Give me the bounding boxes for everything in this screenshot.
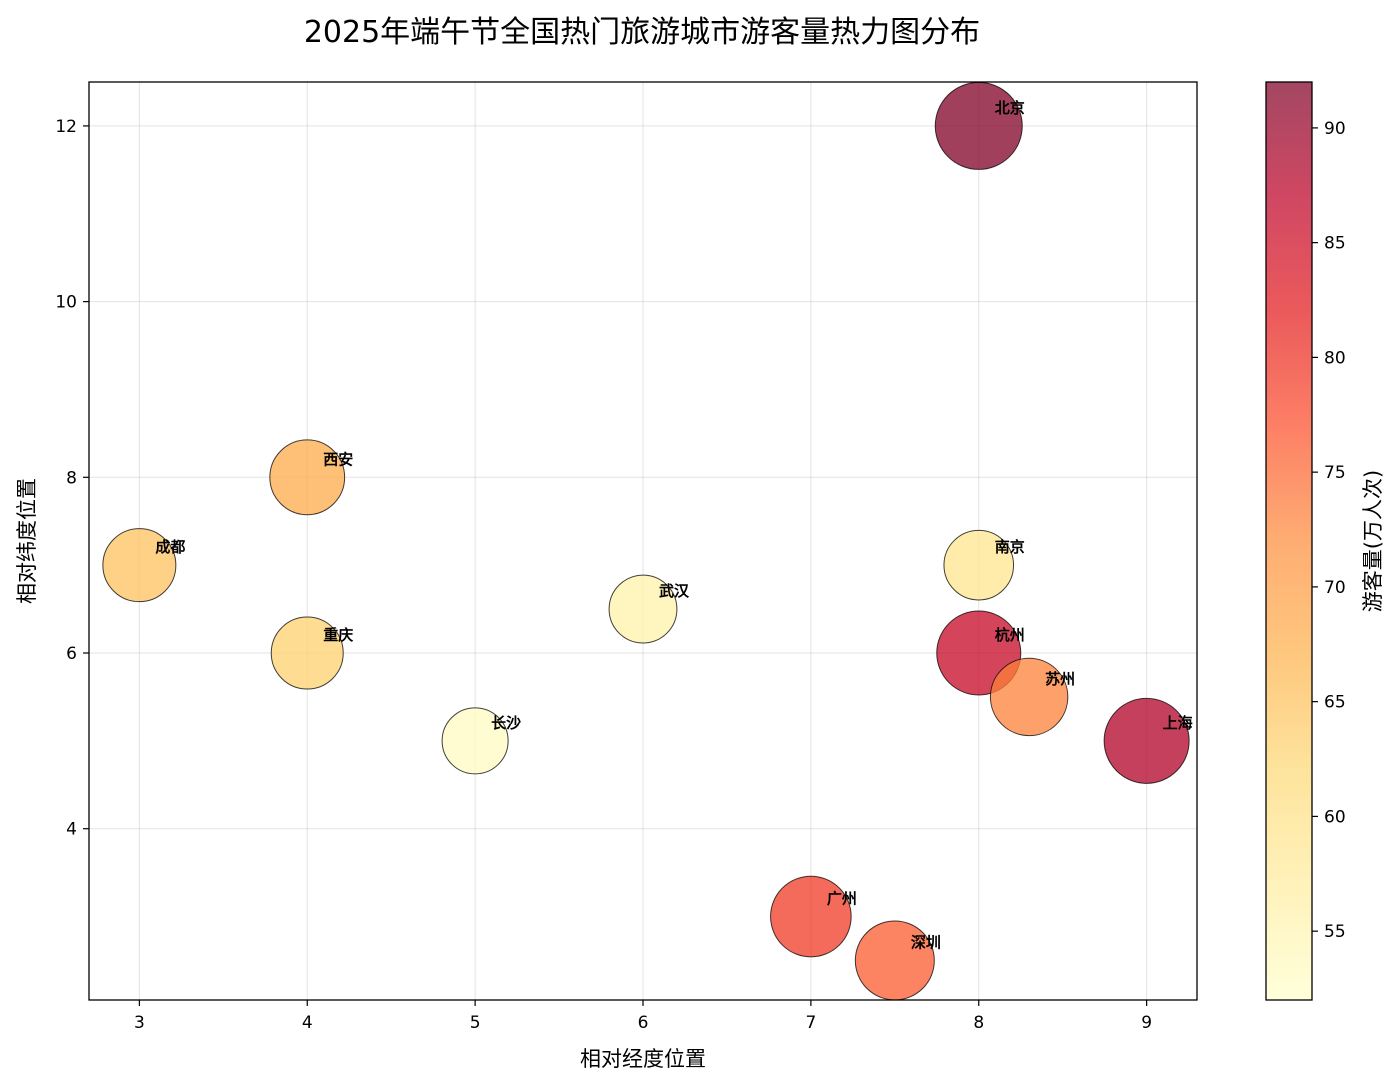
bubble-point [1103,697,1190,784]
bubble-point [102,528,177,603]
bubble-point [270,616,344,690]
y-tick-label: 4 [66,820,77,840]
point-label: 上海 [1163,714,1193,732]
point-label: 长沙 [491,714,521,732]
x-tick-label: 7 [805,1013,816,1033]
x-axis-label: 相对经度位置 [580,1047,706,1071]
x-tick-label: 3 [134,1013,145,1033]
colorbar-tick-label: 90 [1324,119,1346,139]
x-axis: 3 4 5 6 7 8 9 [134,1000,1152,1033]
bubble-series [102,81,1190,1001]
colorbar-tick-label: 75 [1324,463,1346,483]
colorbar-frame [1265,81,1313,1001]
point-label: 武汉 [659,582,690,600]
y-tick-label: 8 [66,468,77,488]
colorbar-gradient [1266,82,1312,1000]
colorbar-tick-label: 70 [1324,578,1346,598]
colorbar: 55 60 65 70 75 80 85 90 游客量(万人次) [1265,81,1385,1001]
y-tick-label: 10 [55,293,77,313]
colorbar-label: 游客量(万人次) [1361,470,1385,612]
bubble-point [441,707,509,775]
y-tick-label: 6 [66,644,77,664]
x-tick-label: 6 [638,1013,649,1033]
bubble-point [770,875,852,958]
colorbar-tick-label: 65 [1324,693,1346,713]
x-tick-label: 5 [470,1013,481,1033]
point-label: 南京 [995,538,1025,556]
colorbar-ticks: 55 60 65 70 75 80 85 90 [1312,119,1346,942]
point-label: 成都 [155,538,185,556]
bubble-point [608,574,678,644]
colorbar-tick-label: 80 [1324,348,1346,368]
point-label: 杭州 [995,626,1025,644]
x-tick-label: 9 [1141,1013,1152,1033]
point-label: 西安 [323,450,353,468]
bubble-point [943,529,1015,601]
x-tick-label: 4 [302,1013,313,1033]
chart-title: 2025年端午节全国热门旅游城市游客量热力图分布 [304,15,980,50]
y-tick-label: 12 [55,117,77,137]
y-axis-label: 相对纬度位置 [15,478,39,604]
colorbar-tick-label: 85 [1324,234,1346,254]
point-label: 重庆 [323,626,353,644]
bubble-point [269,439,346,516]
colorbar-tick-label: 60 [1324,807,1346,827]
x-tick-label: 8 [973,1013,984,1033]
grid-lines [89,82,1197,1000]
point-label: 深圳 [911,933,941,951]
point-label: 苏州 [1045,670,1075,688]
bubble-point [934,81,1023,170]
colorbar-tick-label: 55 [1324,922,1346,942]
bubble-point [989,657,1069,737]
point-label: 北京 [995,99,1025,117]
point-label: 广州 [827,890,857,908]
y-axis: 4 6 8 10 12 [55,117,89,840]
